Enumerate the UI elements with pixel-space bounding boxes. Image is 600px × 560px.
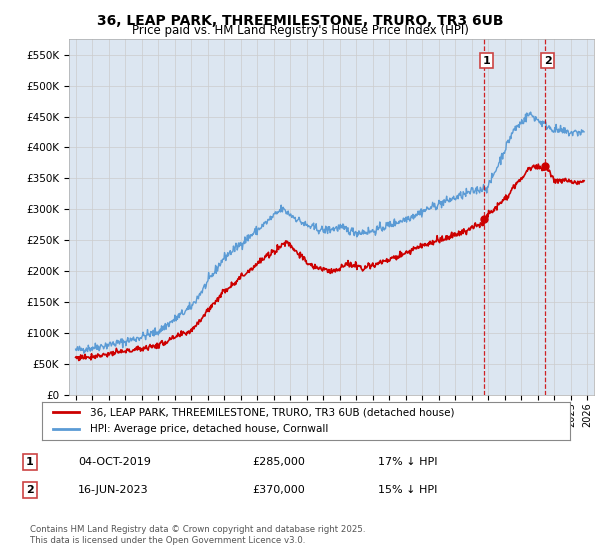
Text: Contains HM Land Registry data © Crown copyright and database right 2025.
This d: Contains HM Land Registry data © Crown c… <box>30 525 365 545</box>
Text: 36, LEAP PARK, THREEMILESTONE, TRURO, TR3 6UB (detached house): 36, LEAP PARK, THREEMILESTONE, TRURO, TR… <box>89 407 454 417</box>
Text: £370,000: £370,000 <box>252 485 305 495</box>
Text: 2: 2 <box>544 55 551 66</box>
Text: 1: 1 <box>483 55 491 66</box>
Text: 16-JUN-2023: 16-JUN-2023 <box>78 485 149 495</box>
Text: HPI: Average price, detached house, Cornwall: HPI: Average price, detached house, Corn… <box>89 424 328 434</box>
Text: Price paid vs. HM Land Registry's House Price Index (HPI): Price paid vs. HM Land Registry's House … <box>131 24 469 37</box>
Text: 17% ↓ HPI: 17% ↓ HPI <box>378 457 437 467</box>
Bar <box>484 39 545 395</box>
Text: 2: 2 <box>26 485 34 495</box>
Text: 04-OCT-2019: 04-OCT-2019 <box>78 457 151 467</box>
Text: £285,000: £285,000 <box>252 457 305 467</box>
Text: 1: 1 <box>26 457 34 467</box>
Text: 15% ↓ HPI: 15% ↓ HPI <box>378 485 437 495</box>
Text: 36, LEAP PARK, THREEMILESTONE, TRURO, TR3 6UB: 36, LEAP PARK, THREEMILESTONE, TRURO, TR… <box>97 14 503 28</box>
